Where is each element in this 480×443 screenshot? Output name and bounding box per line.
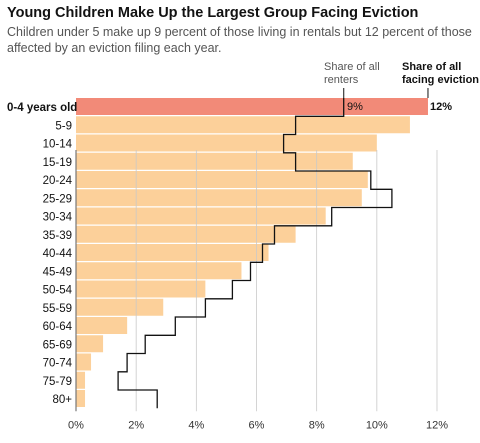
- renters-step-line: [117, 98, 393, 409]
- x-tick-label-0: 0%: [68, 419, 84, 431]
- category-label-12: 60-64: [43, 321, 73, 333]
- category-label-8: 40-44: [43, 248, 73, 260]
- renters-value-label: 9%: [347, 101, 363, 113]
- bar-15: [76, 371, 86, 389]
- category-label-10: 50-54: [43, 285, 73, 297]
- eviction-value-label: 12%: [430, 101, 452, 113]
- category-label-14: 70-74: [43, 358, 73, 370]
- bar-11: [76, 298, 164, 316]
- chart-subtitle: Children under 5 make up 9 percent of th…: [7, 25, 472, 55]
- bar-0: [76, 98, 428, 115]
- bar-9: [76, 262, 242, 280]
- category-label-5: 25-29: [43, 193, 72, 205]
- category-label-15: 75-79: [43, 376, 72, 388]
- eviction-label-line-0: Share of all: [402, 61, 461, 73]
- category-label-7: 35-39: [43, 230, 72, 242]
- bar-4: [76, 171, 368, 188]
- bar-5: [76, 189, 362, 207]
- bar-3: [76, 152, 353, 170]
- bar-8: [76, 244, 269, 261]
- category-label-1: 5-9: [55, 120, 72, 132]
- x-tick-label-4: 8%: [309, 419, 325, 431]
- category-label-13: 65-69: [43, 339, 72, 351]
- x-tick-label-3: 6%: [249, 419, 265, 431]
- category-label-6: 30-34: [43, 212, 73, 224]
- category-label-16: 80+: [52, 394, 72, 406]
- category-label-4: 20-24: [43, 175, 73, 187]
- bar-6: [76, 207, 326, 225]
- bar-14: [76, 353, 92, 371]
- bar-10: [76, 280, 206, 298]
- bar-1: [76, 116, 410, 134]
- renters-label-line-0: Share of all: [324, 61, 380, 73]
- bar-12: [76, 317, 128, 334]
- bar-2: [76, 134, 377, 152]
- category-label-3: 15-19: [43, 157, 72, 169]
- renters-label-line-1: renters: [324, 74, 359, 86]
- bar-16: [76, 390, 86, 407]
- chart-title: Young Children Make Up the Largest Group…: [7, 5, 419, 21]
- bar-13: [76, 335, 104, 353]
- bar-7: [76, 225, 296, 243]
- x-tick-label-1: 2%: [128, 419, 144, 431]
- category-label-2: 10-14: [43, 139, 73, 151]
- x-tick-label-6: 12%: [426, 419, 448, 431]
- x-tick-label-2: 4%: [188, 419, 204, 431]
- category-label-9: 45-49: [43, 266, 72, 278]
- category-label-11: 55-59: [43, 303, 72, 315]
- eviction-label-line-1: facing eviction: [402, 74, 479, 86]
- category-label-0: 0-4 years old: [7, 102, 77, 114]
- x-tick-label-5: 10%: [366, 419, 388, 431]
